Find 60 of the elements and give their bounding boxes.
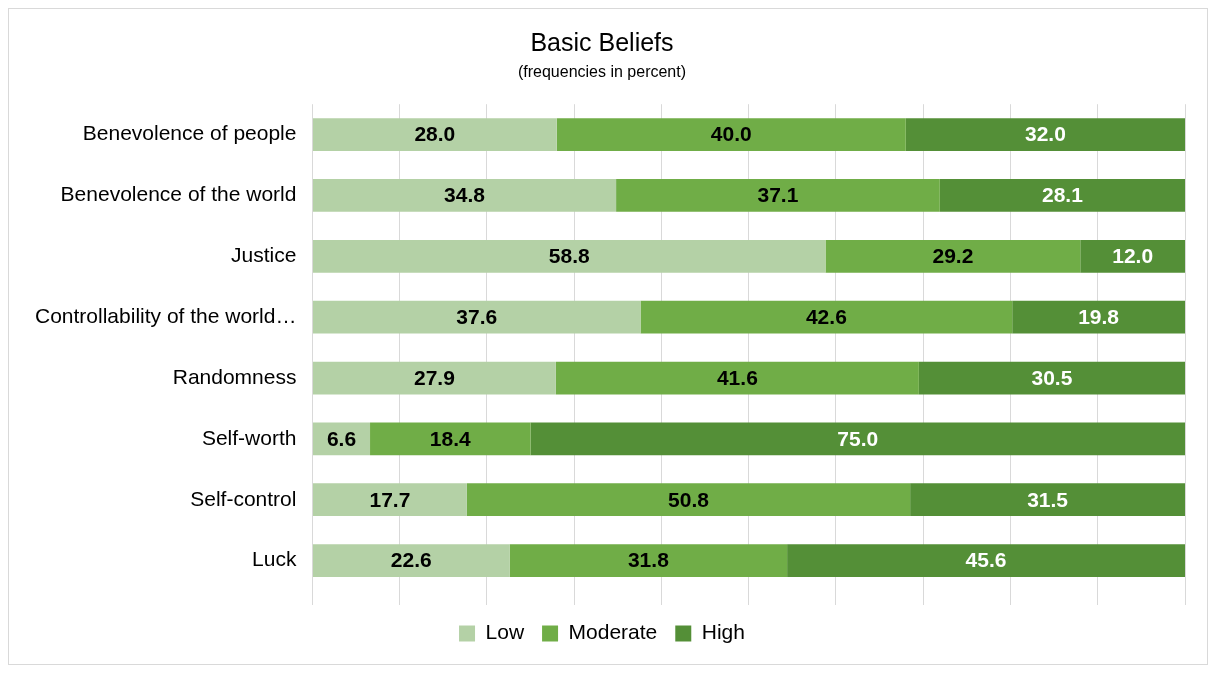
bar [556, 118, 906, 152]
y-tick-label: Randomness [172, 364, 297, 388]
legend-label: High [701, 620, 745, 644]
chart-subtitle: (frequencies in percent) [517, 63, 687, 81]
bar [640, 300, 1013, 334]
y-tick-label: Self-worth [201, 425, 297, 449]
data-label: 29.2 [932, 244, 974, 268]
y-tick-label: Benevolence of people [82, 121, 297, 145]
bar [312, 483, 467, 517]
data-label: 32.0 [1024, 122, 1066, 146]
data-label: 37.1 [757, 183, 799, 207]
y-tick-label: Luck [252, 547, 297, 571]
data-label: 6.6 [326, 426, 357, 450]
data-label: 50.8 [668, 487, 710, 511]
bar [825, 239, 1081, 273]
bar [312, 544, 510, 577]
data-label: 28.1 [1041, 183, 1084, 207]
bar [616, 179, 940, 212]
bar [555, 361, 919, 395]
bar [466, 483, 911, 517]
data-label: 75.0 [837, 426, 879, 450]
bar [905, 118, 1185, 152]
bar [787, 544, 1185, 577]
data-label: 58.8 [548, 244, 590, 268]
data-label: 45.6 [965, 548, 1007, 572]
data-label: 12.0 [1112, 244, 1154, 268]
data-label: 37.6 [456, 304, 498, 328]
y-tick-label: Benevolence of the world [60, 182, 297, 206]
y-tick-label: Self-control [190, 486, 297, 510]
y-tick-label: Justice [231, 243, 297, 267]
bar [918, 361, 1185, 395]
data-label: 40.0 [710, 122, 752, 146]
data-label: 22.6 [390, 548, 432, 572]
data-label: 19.8 [1078, 304, 1120, 328]
data-label: 31.8 [627, 548, 670, 572]
data-label: 18.4 [429, 426, 472, 450]
chart-title: Basic Beliefs [530, 27, 674, 56]
y-tick-label: Controllability of the world… [34, 303, 297, 327]
bar [312, 179, 617, 212]
data-label: 27.9 [413, 365, 455, 389]
bar [312, 361, 556, 395]
bar [1080, 239, 1185, 273]
bar [312, 118, 557, 152]
bar [939, 179, 1185, 212]
bar [370, 422, 531, 456]
data-label: 34.8 [444, 183, 486, 207]
data-label: 42.6 [805, 304, 847, 328]
bar [312, 300, 641, 334]
data-label: 30.5 [1031, 365, 1073, 389]
legend-label: Low [485, 620, 525, 644]
data-label: 28.0 [414, 122, 456, 146]
legend-label: Moderate [568, 620, 658, 644]
bar [1012, 300, 1185, 334]
bar [530, 422, 1185, 456]
bar [312, 239, 826, 273]
data-label: 31.5 [1027, 487, 1069, 511]
data-label: 41.6 [716, 365, 758, 389]
bar [910, 483, 1185, 517]
bar [509, 544, 788, 577]
data-label: 17.7 [369, 487, 411, 511]
